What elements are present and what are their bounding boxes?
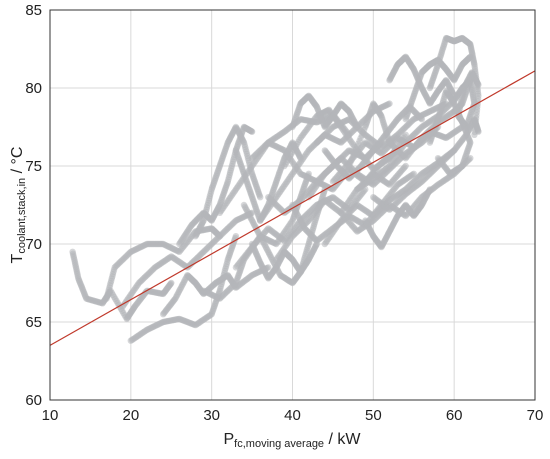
data-point: [354, 123, 361, 131]
data-point: [248, 128, 256, 135]
plot-frame: [49, 9, 536, 401]
x-tick-label: 20: [122, 407, 139, 424]
fit-line: [49, 70, 536, 346]
data-point: [386, 100, 393, 107]
y-axis-label: Tcoolant,stack,in / °C: [9, 147, 28, 264]
data-point: [257, 194, 264, 201]
data-point: [471, 131, 478, 138]
data-point: [402, 162, 409, 170]
data-point: [418, 116, 425, 123]
x-tick-label: 60: [446, 407, 463, 424]
data-point: [232, 233, 240, 240]
data-point: [168, 279, 175, 287]
y-tick-label: 85: [25, 2, 42, 19]
x-axis-label: Pfc,moving average / kW: [224, 431, 362, 450]
data-point: [434, 155, 442, 162]
y-tick-labels: 60 65 70 75 80 85: [25, 2, 42, 409]
x-tick-label: 10: [42, 407, 59, 424]
fit-line-group: [49, 70, 536, 346]
data-point: [297, 155, 304, 162]
y-tick-label: 80: [25, 80, 42, 97]
data-point: [426, 186, 434, 193]
y-tick-label: 75: [25, 158, 42, 175]
data-point: [313, 240, 320, 248]
data-point: [402, 131, 409, 138]
x-tick-label: 30: [203, 407, 220, 424]
x-tick-label: 70: [527, 407, 544, 424]
y-tick-label: 70: [25, 236, 42, 253]
data-point: [410, 170, 417, 177]
x-tick-label: 40: [284, 407, 301, 424]
x-tick-label: 50: [365, 407, 382, 424]
y-tick-label: 60: [25, 392, 42, 409]
y-tick-label: 65: [25, 314, 42, 331]
data-point: [475, 81, 482, 89]
x-tick-labels: 10 20 30 40 50 60 70: [42, 407, 544, 424]
